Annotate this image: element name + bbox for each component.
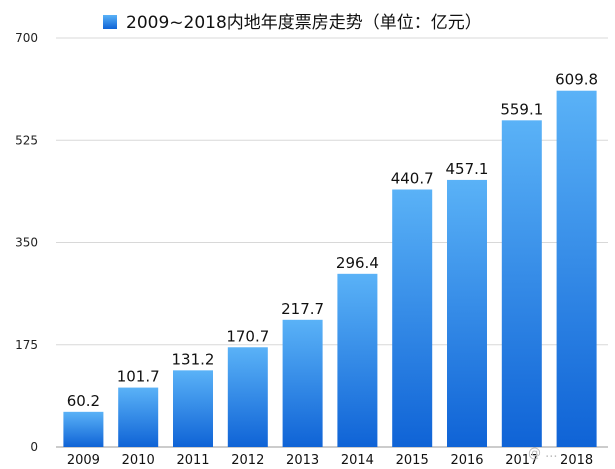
x-tick-label-2015: 2015 bbox=[396, 453, 429, 468]
bar-2010 bbox=[118, 388, 158, 447]
x-tick-label-2012: 2012 bbox=[231, 453, 264, 468]
x-tick-label-2018: 2018 bbox=[560, 453, 593, 468]
y-tick-label: 525 bbox=[15, 133, 38, 147]
data-label-2012: 170.7 bbox=[226, 327, 269, 345]
x-tick-label-2009: 2009 bbox=[67, 453, 100, 468]
data-label-2016: 457.1 bbox=[446, 160, 489, 178]
x-tick-label-2014: 2014 bbox=[341, 453, 374, 468]
bar-2011 bbox=[173, 370, 213, 447]
legend-swatch bbox=[103, 15, 117, 29]
x-axis-ticks: 2009 2010 2011 2012 2013 2014 2015 2016 2017 2018 bbox=[67, 453, 593, 468]
y-tick-label: 350 bbox=[15, 236, 38, 250]
bar-2009 bbox=[63, 412, 103, 447]
legend-label: 2009~2018内地年度票房走势（单位：亿元） bbox=[126, 13, 482, 33]
x-tick-label-2010: 2010 bbox=[122, 453, 155, 468]
watermark-text: @ ... bbox=[528, 446, 558, 461]
bar-2013 bbox=[283, 320, 323, 447]
x-tick-label-2013: 2013 bbox=[286, 453, 319, 468]
data-label-2018: 609.8 bbox=[555, 71, 598, 89]
chart-legend: 2009~2018内地年度票房走势（单位：亿元） bbox=[103, 13, 482, 33]
data-label-2015: 440.7 bbox=[391, 170, 434, 188]
data-label-2013: 217.7 bbox=[281, 300, 324, 318]
data-label-2014: 296.4 bbox=[336, 254, 379, 272]
y-tick-label: 700 bbox=[15, 31, 38, 45]
y-tick-label: 0 bbox=[30, 440, 38, 454]
data-label-2010: 101.7 bbox=[117, 368, 160, 386]
data-label-2011: 131.2 bbox=[172, 350, 215, 368]
x-tick-label-2016: 2016 bbox=[450, 453, 483, 468]
bar-2015 bbox=[392, 190, 432, 447]
data-label-2009: 60.2 bbox=[67, 392, 100, 410]
y-axis-ticks: 0 175 350 525 700 bbox=[15, 31, 38, 454]
bar-2018 bbox=[557, 91, 597, 447]
bar-2012 bbox=[228, 347, 268, 447]
y-tick-label: 175 bbox=[15, 338, 38, 352]
data-label-2017: 559.1 bbox=[500, 100, 543, 118]
bars bbox=[63, 91, 596, 447]
bar-2014 bbox=[337, 274, 377, 447]
bar-2016 bbox=[447, 180, 487, 447]
x-tick-label-2011: 2011 bbox=[176, 453, 209, 468]
bar-2017 bbox=[502, 120, 542, 447]
